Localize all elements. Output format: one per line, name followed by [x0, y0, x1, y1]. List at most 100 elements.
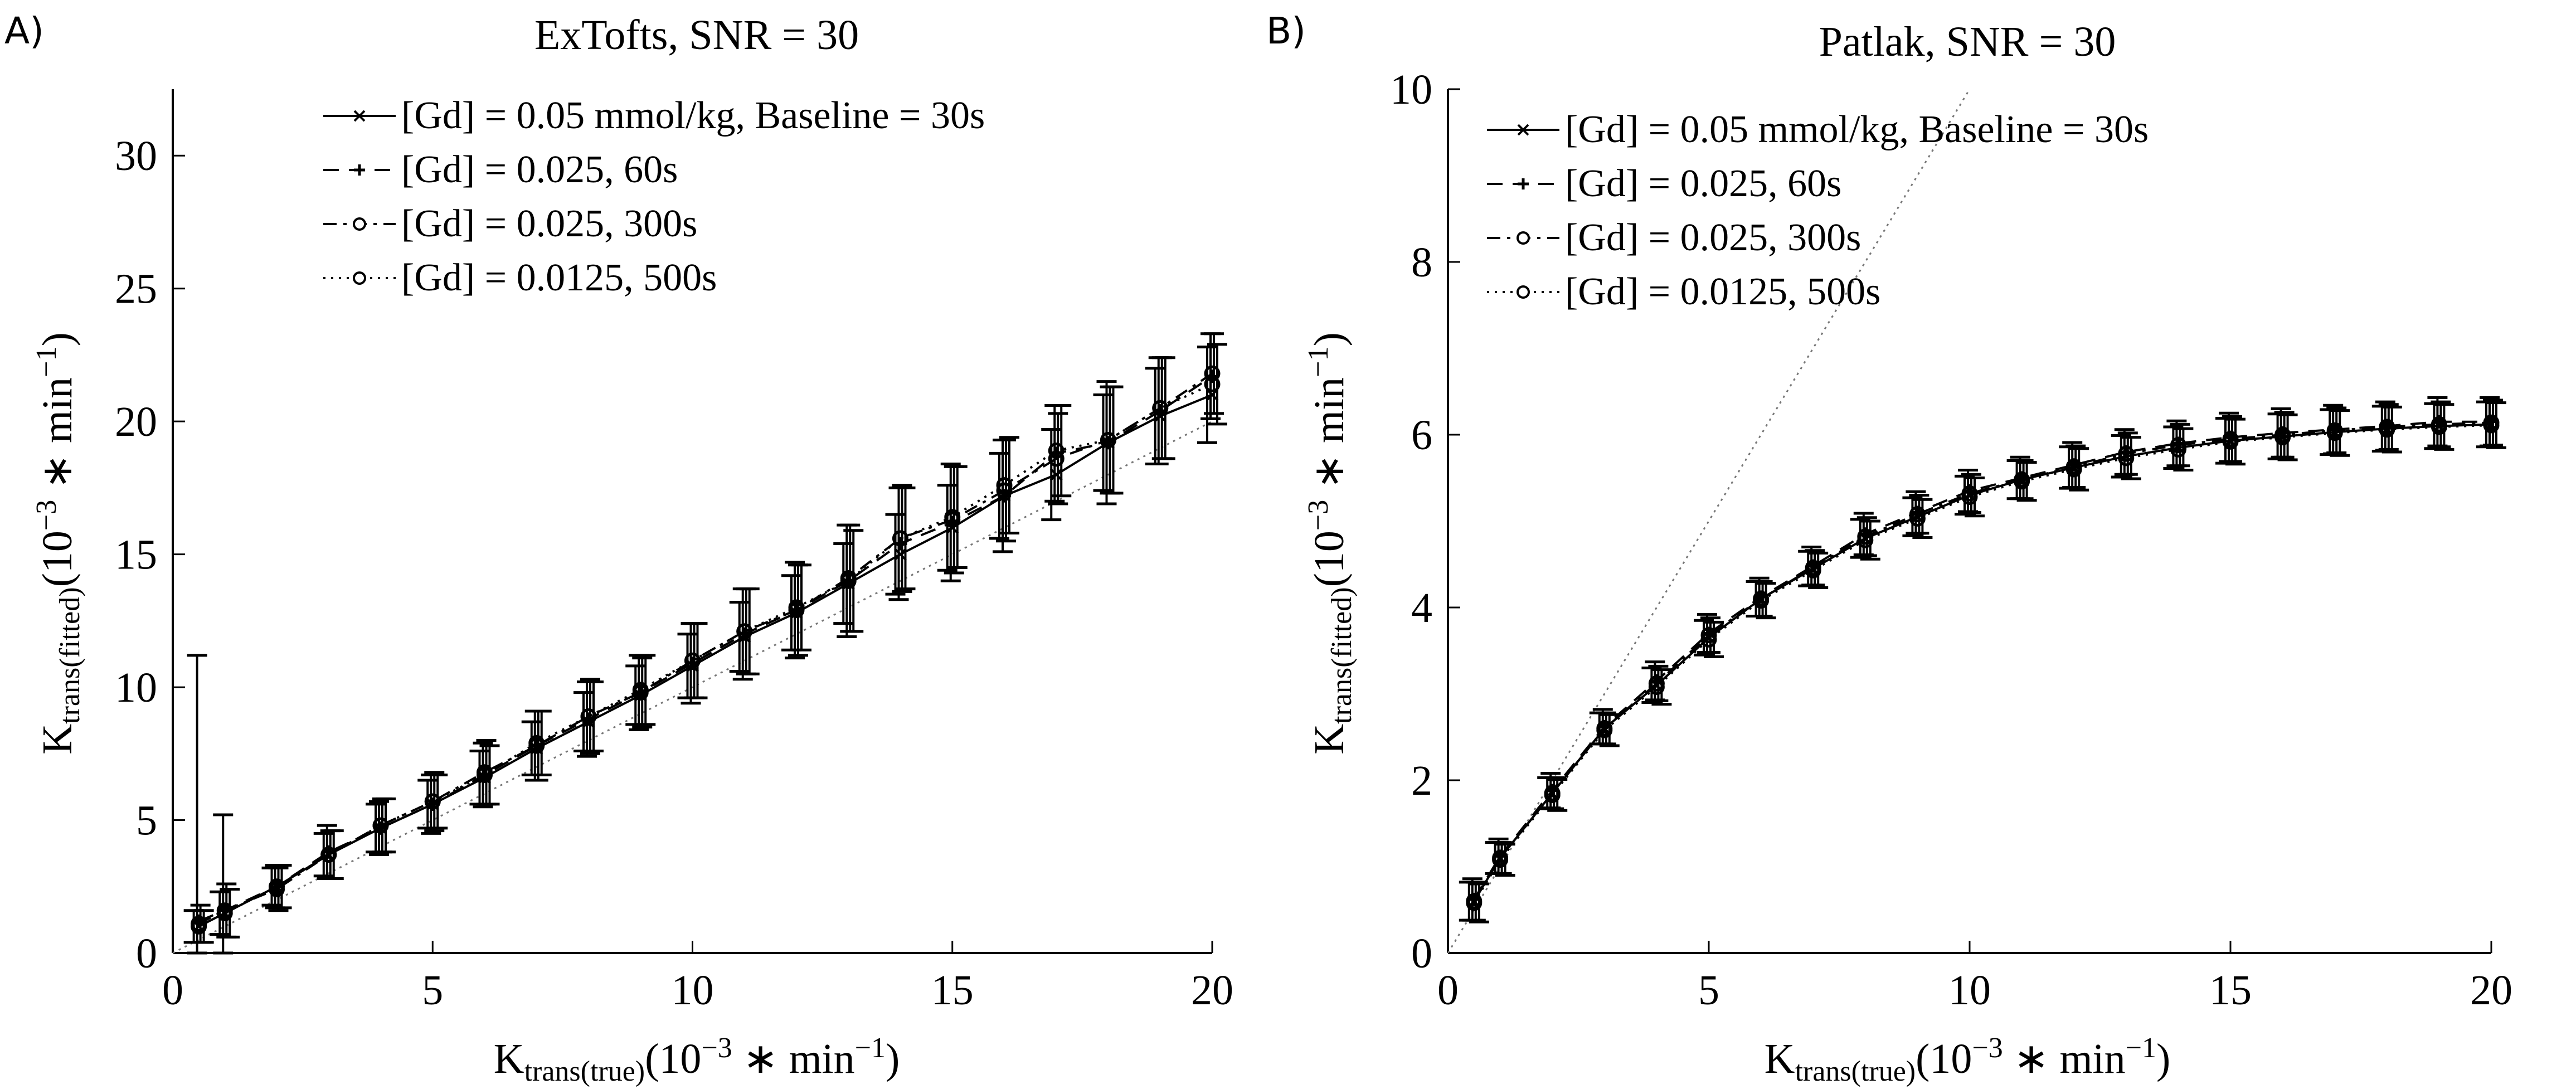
x-tick-label: 0	[162, 967, 183, 1014]
data-point	[1492, 852, 1509, 868]
series-line	[1473, 420, 2491, 900]
panel-b-legend: [Gd] = 0.05 mmol/kg, Baseline = 30s [Gd] …	[1487, 108, 2149, 313]
data-point	[1700, 631, 1717, 648]
legend-marker	[1517, 124, 1529, 136]
series-line	[1473, 421, 2492, 902]
data-point	[191, 918, 207, 935]
panel-b-letter: B)	[1266, 9, 1306, 52]
x-tick-label: 20	[1191, 967, 1233, 1014]
x-tick-label: 20	[2470, 967, 2512, 1014]
x-tick-label: 10	[672, 967, 714, 1014]
series-2	[190, 332, 1224, 944]
data-point	[2170, 441, 2186, 458]
data-point	[2326, 425, 2343, 441]
data-point	[1049, 468, 1063, 481]
data-point	[2483, 417, 2500, 434]
data-point	[1805, 562, 1821, 578]
x-tick-label: 15	[931, 967, 974, 1014]
data-point	[788, 599, 805, 616]
x-tick-label: 5	[422, 967, 443, 1014]
series-0	[183, 346, 1219, 944]
series-3	[191, 343, 1227, 944]
legend-entry-label: [Gd] = 0.025, 60s	[1565, 162, 1841, 205]
legend-entry-label: [Gd] = 0.025, 300s	[1565, 216, 1861, 259]
data-point	[1648, 679, 1665, 696]
identity-line	[172, 420, 1213, 954]
data-point	[892, 530, 908, 547]
panel-a-title: ExTofts, SNR = 30	[534, 12, 859, 59]
panel-a-axes	[172, 89, 1213, 954]
data-point	[632, 682, 649, 698]
data-point	[1961, 489, 1978, 505]
data-point	[1048, 450, 1065, 467]
panel-a-ylabel: Ktrans(fitted)(10−3 ∗ min−1)	[31, 332, 86, 755]
series-line	[1473, 423, 2492, 902]
data-point	[1857, 532, 1874, 548]
y-tick-label: 25	[115, 266, 157, 313]
data-point	[1753, 592, 1770, 609]
data-point	[1048, 443, 1065, 459]
series-line	[1473, 424, 2492, 904]
data-point	[944, 509, 961, 526]
panel-b-chart: Patlak, SNR = 30 0 5 10 15 20 0 2 4 6 8 10 [Gd] = …	[1302, 18, 2512, 1087]
x-tick-label: 5	[1698, 967, 1719, 1014]
data-point	[580, 708, 597, 725]
y-tick-label: 2	[1411, 757, 1432, 804]
data-point	[320, 847, 337, 863]
y-tick-label: 15	[115, 532, 157, 578]
data-point	[372, 817, 389, 834]
data-point	[2222, 433, 2239, 450]
data-point	[1152, 400, 1169, 416]
legend-entry-label: [Gd] = 0.0125, 500s	[401, 256, 717, 299]
series-0	[1459, 400, 2498, 922]
legend-marker	[1517, 231, 1530, 245]
series-line	[198, 393, 1213, 928]
data-point	[996, 482, 1013, 499]
series-line	[198, 375, 1213, 922]
y-tick-label: 10	[115, 664, 157, 711]
x-tick-label: 10	[1948, 967, 1991, 1014]
y-tick-label: 4	[1411, 585, 1432, 631]
data-point	[894, 548, 907, 561]
legend-marker	[353, 217, 366, 231]
panel-a-xlabel: Ktrans(true)(10−3 ∗ min−1)	[494, 1032, 900, 1087]
data-point	[2431, 419, 2447, 435]
identity-line	[1447, 89, 1971, 954]
panel-a-tick-labels: 0 5 10 15 20 0 5 10 15 20 25 30	[115, 133, 1233, 1014]
legend-entry-label: [Gd] = 0.05 mmol/kg, Baseline = 30s	[1565, 108, 2149, 151]
data-point	[1466, 894, 1483, 911]
panel-a-series	[183, 332, 1227, 955]
series-1	[187, 332, 1221, 955]
panel-b-ylabel: Ktrans(fitted)(10−3 ∗ min−1)	[1302, 332, 1358, 755]
series-1	[1462, 396, 2500, 922]
y-tick-label: 0	[1411, 930, 1432, 977]
legend-entry-label: [Gd] = 0.025, 300s	[401, 202, 697, 245]
legend-entry-label: [Gd] = 0.0125, 500s	[1565, 270, 1880, 313]
data-point	[1204, 376, 1221, 392]
data-point	[477, 766, 493, 783]
legend-entry-label: [Gd] = 0.025, 60s	[401, 148, 678, 191]
data-point	[1596, 722, 1613, 738]
series-3	[1466, 401, 2506, 923]
legend-marker	[353, 110, 366, 122]
data-point	[2379, 421, 2395, 438]
y-tick-label: 6	[1411, 412, 1432, 459]
panel-a-chart: ExTofts, SNR = 30 0 5 10 15 20 0 5 10 15 20 25 30 […	[31, 12, 1233, 1087]
data-point	[269, 878, 285, 895]
legend-entry-label: [Gd] = 0.05 mmol/kg, Baseline = 30s	[401, 94, 985, 137]
data-point	[216, 905, 233, 921]
y-tick-label: 30	[115, 133, 157, 179]
data-point	[736, 623, 753, 640]
data-point	[2065, 461, 2082, 478]
data-point	[2118, 450, 2135, 466]
panel-b-xlabel: Ktrans(true)(10−3 ∗ min−1)	[1765, 1032, 2171, 1087]
data-point	[528, 735, 545, 751]
y-tick-label: 8	[1411, 239, 1432, 286]
panel-b-title: Patlak, SNR = 30	[1819, 18, 2116, 65]
panel-a-legend: [Gd] = 0.05 mmol/kg, Baseline = 30s [Gd] …	[323, 94, 985, 299]
data-point	[1909, 510, 1926, 527]
panel-b-axes	[1447, 88, 2492, 954]
x-tick-label: 0	[1437, 967, 1459, 1014]
y-tick-label: 10	[1390, 66, 1432, 113]
